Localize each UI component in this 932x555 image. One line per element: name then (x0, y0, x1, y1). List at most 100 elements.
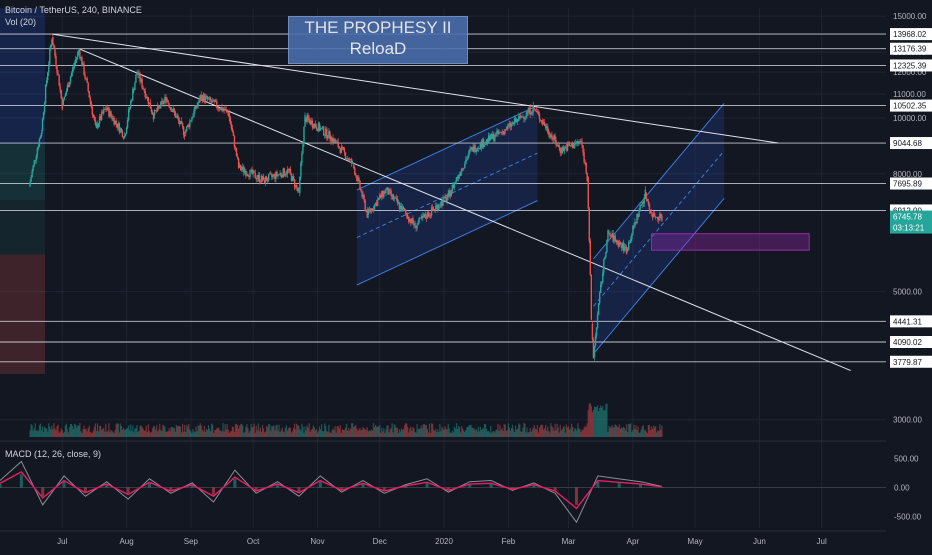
candle-body (448, 190, 450, 197)
volume-bar (609, 428, 611, 437)
candle-body (330, 136, 332, 142)
volume-bar (46, 428, 48, 437)
volume-bar (397, 432, 399, 437)
volume-bar (553, 431, 555, 437)
candle-body (344, 152, 347, 159)
candle-body (61, 97, 63, 110)
candle-body (282, 168, 284, 178)
macd-signal-line (0, 470, 662, 510)
volume-bar (631, 432, 633, 437)
candle-body (396, 198, 399, 204)
candle-body (637, 214, 639, 217)
price-level-label-box (890, 99, 932, 112)
volume-bar (489, 432, 491, 437)
candle-body (273, 174, 275, 176)
volume-bar (132, 425, 134, 437)
price-level-label: 9044.68 (893, 139, 922, 148)
candle-body (246, 174, 248, 176)
volume-bar (85, 428, 87, 437)
candle-body (265, 176, 268, 181)
price-level-label-box (890, 315, 932, 328)
candle-body (243, 166, 245, 173)
candle-body (391, 194, 393, 197)
candle-body (260, 175, 263, 182)
volume-bar (414, 432, 416, 437)
candle-body (407, 215, 409, 219)
candle-body (250, 169, 252, 171)
volume-bar (200, 425, 202, 437)
candle-body (91, 107, 94, 115)
x-axis-tick-label: Feb (501, 537, 515, 546)
volume-bar (89, 431, 91, 437)
price-level-label: 12325.39 (893, 61, 927, 70)
volume-bar (369, 431, 371, 437)
candle-body (352, 161, 354, 164)
volume-bar (179, 426, 182, 437)
volume-bar (555, 430, 557, 437)
volume-bar (61, 430, 63, 437)
volume-bar (612, 427, 614, 437)
candle-body (536, 111, 539, 113)
volume-bar (480, 430, 482, 437)
volume-bar (116, 423, 118, 437)
volume-bar (260, 432, 263, 437)
volume-bar (346, 430, 349, 437)
candle-body (281, 175, 283, 178)
volume-bar (656, 432, 658, 437)
candle-body (301, 153, 303, 163)
candle-body (376, 199, 379, 206)
candle-body (465, 159, 467, 164)
candle-body (559, 148, 561, 153)
volume-bar (648, 424, 651, 437)
volume-bar (437, 429, 439, 437)
volume-bar (195, 426, 197, 437)
volume-bar (540, 424, 543, 437)
candle-body (217, 107, 219, 109)
volume-bar (456, 428, 459, 437)
volume-bar (442, 428, 444, 437)
volume-bar (592, 410, 595, 437)
candle-body (508, 123, 511, 126)
candle-body (497, 130, 499, 134)
candle-body (210, 100, 213, 103)
candle-body (631, 234, 633, 240)
candle-body (358, 177, 360, 181)
volume-bar (69, 423, 72, 437)
candle-body (117, 123, 119, 128)
candle-body (236, 156, 239, 159)
y-axis-tick-label: 10000.00 (893, 114, 927, 123)
candle-body (299, 176, 301, 194)
chart-title-box: THE PROPHESY II ReloaD (288, 16, 468, 64)
candle-body (188, 124, 190, 127)
candle-body (100, 111, 103, 120)
candle-body (371, 208, 374, 211)
volume-bar (277, 430, 279, 437)
candle-body (521, 116, 523, 118)
volume-bar (236, 425, 239, 437)
volume-bar (580, 431, 582, 437)
title-line-2: ReloaD (349, 39, 407, 58)
macd-y-tick-label: 0.00 (894, 484, 910, 493)
candle-body (554, 135, 556, 141)
volume-bar (355, 424, 357, 437)
candle-body (583, 152, 585, 163)
volume-bar (517, 428, 519, 437)
volume-bar (658, 430, 660, 437)
volume-bar (142, 428, 144, 437)
volume-bar (229, 431, 231, 437)
candle-body (253, 170, 255, 173)
volume-bar (224, 424, 226, 437)
volume-bar (342, 429, 345, 437)
candle-body (621, 242, 624, 248)
candle-body (119, 128, 122, 133)
volume-bar (96, 423, 99, 437)
candle-body (297, 187, 299, 192)
candle-body (192, 116, 194, 118)
candle-body (92, 114, 95, 117)
candle-body (467, 155, 469, 160)
volume-bar (95, 430, 98, 437)
volume-bar (301, 423, 303, 437)
candle-body (285, 174, 288, 175)
